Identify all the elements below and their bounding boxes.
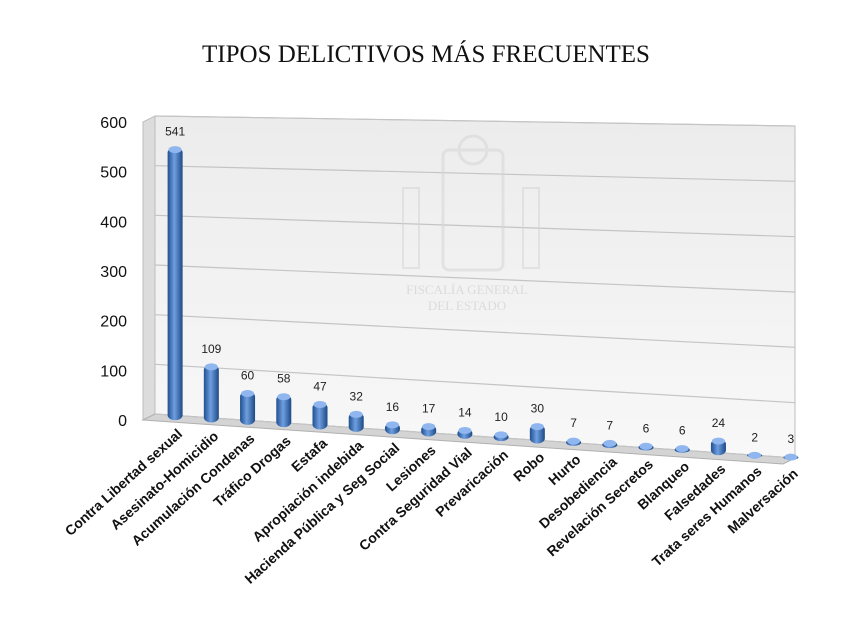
y-tick-label: 300 xyxy=(100,264,127,281)
gridline xyxy=(154,314,796,348)
category-label: Robo xyxy=(510,449,547,485)
side-wall xyxy=(142,115,156,421)
y-tick-label: 200 xyxy=(100,314,127,331)
plot-area xyxy=(141,115,797,465)
bar-series xyxy=(167,146,799,461)
y-tick-label: 100 xyxy=(100,363,127,380)
gridline xyxy=(154,165,796,182)
bar-cap xyxy=(494,431,508,439)
value-label: 58 xyxy=(277,372,291,386)
bar-cap xyxy=(168,146,182,154)
gridline xyxy=(154,363,796,404)
gridline xyxy=(154,264,796,293)
value-label: 7 xyxy=(570,416,577,430)
chart-title: TIPOS DELICTIVOS MÁS FRECUENTES xyxy=(202,40,650,68)
value-label: 32 xyxy=(350,389,364,403)
bar-cap xyxy=(385,421,399,429)
bar-cap xyxy=(313,400,327,408)
bar xyxy=(240,391,256,425)
value-label: 10 xyxy=(494,410,508,424)
value-label: 7 xyxy=(606,418,613,432)
y-axis-ticks: 0 100 200 300 400 500 600 xyxy=(100,115,127,430)
y-tick-label: 600 xyxy=(100,115,127,132)
bar-cap xyxy=(530,423,544,431)
bar xyxy=(203,364,219,423)
value-label: 6 xyxy=(679,424,686,438)
bar-cap xyxy=(422,423,436,431)
bar-cap xyxy=(458,427,472,435)
value-label: 14 xyxy=(458,406,472,420)
value-label: 30 xyxy=(531,402,545,416)
bar xyxy=(312,402,328,430)
value-label: 60 xyxy=(241,369,255,383)
y-tick-label: 400 xyxy=(100,214,127,231)
value-label: 3 xyxy=(788,432,795,446)
bar-cap xyxy=(241,390,255,398)
bar xyxy=(348,412,364,432)
bar xyxy=(167,147,183,421)
bar-cap xyxy=(567,437,581,445)
watermark-line-1: FISCALÍA GENERAL xyxy=(406,282,528,297)
value-label: 17 xyxy=(422,402,436,416)
bar-cap xyxy=(277,393,291,401)
watermark-line-2: DEL ESTADO xyxy=(428,298,506,313)
value-label: 109 xyxy=(201,342,221,356)
bar-cap xyxy=(711,437,725,445)
bar-cap xyxy=(675,445,689,453)
value-labels: 541 109 60 58 47 32 16 17 14 10 30 7 7 6 6 24 2 3 xyxy=(165,125,794,447)
value-label: 16 xyxy=(386,400,400,414)
gridline xyxy=(154,214,796,238)
bar-cap xyxy=(639,442,653,450)
gridline xyxy=(154,115,796,127)
y-tick-label: 500 xyxy=(100,165,127,182)
value-label: 47 xyxy=(313,379,327,393)
value-label: 541 xyxy=(165,125,185,139)
bar-cap xyxy=(784,453,798,461)
value-label: 24 xyxy=(712,416,726,430)
value-label: 2 xyxy=(751,430,758,444)
bar-cap xyxy=(603,439,617,447)
value-label: 6 xyxy=(643,421,650,435)
watermark-seal: FISCALÍA GENERAL DEL ESTADO xyxy=(402,134,540,313)
bar-cap xyxy=(748,451,762,459)
bar xyxy=(276,394,292,428)
bar-cap xyxy=(204,363,218,371)
bar-cap xyxy=(349,410,363,418)
y-tick-label: 0 xyxy=(118,413,127,430)
